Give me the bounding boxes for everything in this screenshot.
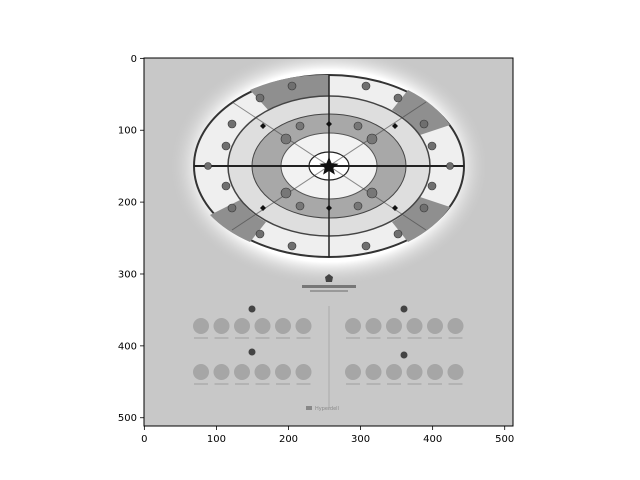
y-tick-label: 500 (118, 413, 137, 424)
group-team-caption (215, 383, 229, 385)
group-team-circle (275, 318, 291, 334)
group-team-caption (256, 383, 270, 385)
group-team-circle (255, 318, 271, 334)
tournament-wheel (194, 75, 464, 257)
group-team-circle (234, 364, 250, 380)
group-team-circle (407, 318, 423, 334)
group-team-caption (215, 337, 229, 339)
x-tick-label: 100 (207, 434, 226, 445)
group-team-circle (366, 318, 382, 334)
group-team-caption (346, 337, 360, 339)
group-team-circle (386, 318, 402, 334)
group-team-caption (256, 337, 270, 339)
group-team-caption (408, 383, 422, 385)
group-team-caption (297, 337, 311, 339)
group-team-caption (367, 383, 381, 385)
group-team-circle (345, 364, 361, 380)
group-team-caption (297, 383, 311, 385)
group-team-circle (214, 364, 230, 380)
group-team-circle (214, 318, 230, 334)
footer-text: Hyperdell (315, 406, 339, 412)
y-tick-label: 300 (118, 269, 137, 280)
x-tick-label: 300 (351, 434, 370, 445)
group-team-circle (193, 318, 209, 334)
x-tick-label: 0 (141, 434, 147, 445)
group-team-circle (193, 364, 209, 380)
group-team-caption (387, 383, 401, 385)
image-area: Hyperdell (144, 46, 513, 426)
y-tick-label: 100 (118, 126, 137, 137)
group-crest (401, 352, 408, 359)
group-team-caption (387, 337, 401, 339)
group-team-circle (296, 318, 312, 334)
group-team-circle (386, 364, 402, 380)
x-tick-label: 200 (279, 434, 298, 445)
group-team-caption (367, 337, 381, 339)
group-team-caption (428, 337, 442, 339)
group-team-caption (408, 337, 422, 339)
group-team-circle (448, 364, 464, 380)
group-crest (249, 306, 256, 313)
y-tick-label: 200 (118, 198, 137, 209)
group-team-caption (235, 337, 249, 339)
group-team-circle (366, 364, 382, 380)
y-tick-label: 0 (131, 54, 137, 65)
x-axis: 0 100 200 300 400 500 (141, 426, 514, 445)
group-crest (401, 306, 408, 313)
group-team-circle (296, 364, 312, 380)
x-tick-label: 400 (423, 434, 442, 445)
group-team-caption (235, 383, 249, 385)
group-team-caption (428, 383, 442, 385)
y-tick-label: 400 (118, 341, 137, 352)
group-team-circle (234, 318, 250, 334)
group-team-circle (255, 364, 271, 380)
group-team-circle (427, 364, 443, 380)
group-team-circle (448, 318, 464, 334)
group-team-circle (407, 364, 423, 380)
group-team-caption (449, 383, 463, 385)
group-team-circle (345, 318, 361, 334)
group-team-caption (276, 337, 290, 339)
group-team-caption (194, 337, 208, 339)
group-team-caption (346, 383, 360, 385)
group-team-caption (276, 383, 290, 385)
group-team-circle (275, 364, 291, 380)
group-team-circle (427, 318, 443, 334)
y-axis: 0 100 200 300 400 500 (118, 54, 144, 424)
group-team-caption (194, 383, 208, 385)
group-crest (249, 349, 256, 356)
x-tick-label: 500 (495, 434, 514, 445)
group-team-caption (449, 337, 463, 339)
